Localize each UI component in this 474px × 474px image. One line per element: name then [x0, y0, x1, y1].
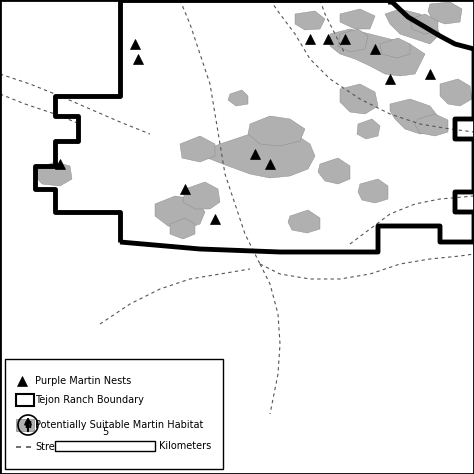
Text: Streams: Streams [35, 442, 75, 452]
Polygon shape [318, 158, 350, 184]
Bar [5, 359, 223, 469]
Polygon shape [390, 99, 440, 134]
Polygon shape [385, 9, 440, 44]
Polygon shape [357, 119, 380, 139]
Polygon shape [180, 136, 215, 162]
Polygon shape [380, 38, 410, 58]
Text: Potentially Suitable Martin Habitat: Potentially Suitable Martin Habitat [35, 420, 203, 430]
Polygon shape [340, 9, 375, 29]
Polygon shape [338, 29, 368, 52]
Polygon shape [228, 90, 248, 106]
Polygon shape [440, 79, 472, 106]
Bar [55, 441, 155, 451]
Polygon shape [183, 182, 220, 209]
Polygon shape [330, 29, 425, 76]
Polygon shape [358, 179, 388, 203]
Polygon shape [35, 162, 72, 186]
Polygon shape [415, 114, 448, 136]
Polygon shape [195, 129, 315, 178]
Text: 5: 5 [102, 427, 108, 437]
Polygon shape [155, 196, 205, 229]
Text: Kilometers: Kilometers [159, 441, 211, 451]
Bar [16, 419, 34, 431]
Polygon shape [410, 14, 438, 34]
Text: N: N [25, 421, 31, 430]
Polygon shape [288, 210, 320, 233]
Polygon shape [170, 218, 195, 239]
Text: Purple Martin Nests: Purple Martin Nests [35, 376, 131, 386]
Polygon shape [340, 84, 378, 114]
Polygon shape [248, 116, 305, 146]
Bar [16, 394, 34, 406]
Polygon shape [428, 2, 462, 24]
Text: Tejon Ranch Boundary: Tejon Ranch Boundary [35, 395, 144, 405]
Polygon shape [295, 11, 325, 30]
